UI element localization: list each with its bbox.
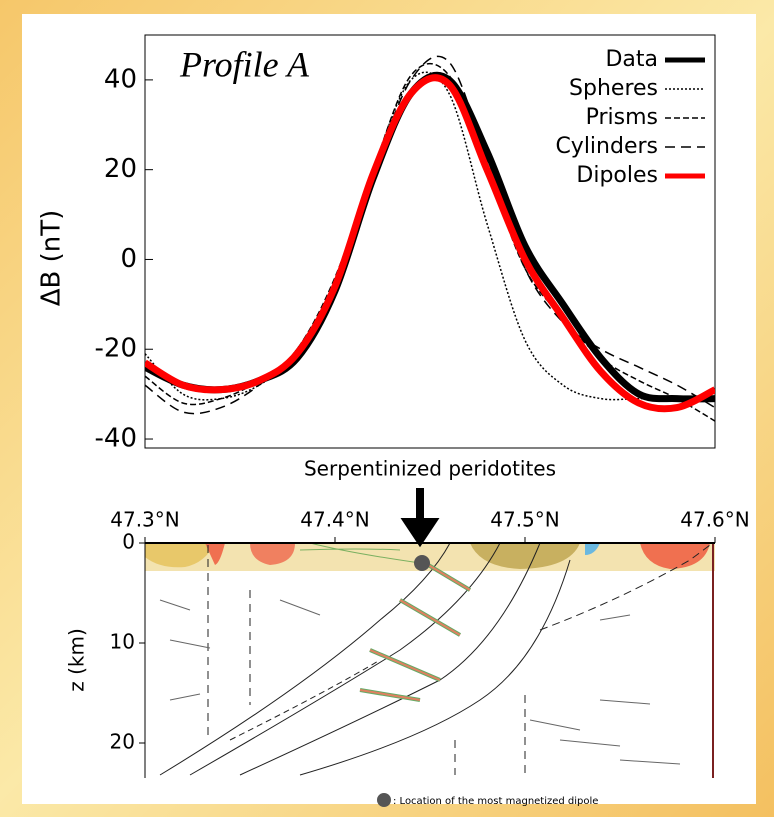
legend-label: Dipoles (576, 163, 658, 188)
legend-label: Data (605, 47, 658, 72)
x-tick-label: 47.3°N (110, 508, 180, 532)
series-line (145, 74, 715, 413)
legend-label: Prisms (586, 105, 658, 130)
plot-frame (144, 34, 716, 449)
y-tick-label: 10 (110, 630, 135, 654)
legend-label: Spheres (569, 76, 658, 101)
note: : Location of the most magnetized dipole (393, 796, 598, 807)
y-axis-label: z (km) (65, 628, 89, 692)
section-art (145, 488, 715, 807)
y-axis-label: ΔB (nT) (37, 210, 67, 307)
legend-label: Cylinders (555, 134, 658, 159)
x-tick-label: 47.6°N (680, 508, 750, 532)
x-tick-label: 47.4°N (300, 508, 370, 532)
y-tick-label: 20 (104, 154, 137, 184)
annotation: Serpentinized peridotites (304, 457, 556, 481)
y-tick-label: 0 (122, 530, 135, 554)
y-tick-label: 20 (110, 730, 135, 754)
series-line (145, 55, 715, 415)
y-tick-label: 40 (104, 64, 137, 94)
y-tick-label: -40 (95, 424, 137, 454)
y-tick-label: -20 (95, 334, 137, 364)
chart-title: Profile A (179, 44, 310, 84)
x-tick-label: 47.5°N (490, 508, 560, 532)
y-tick-label: 0 (120, 244, 137, 274)
